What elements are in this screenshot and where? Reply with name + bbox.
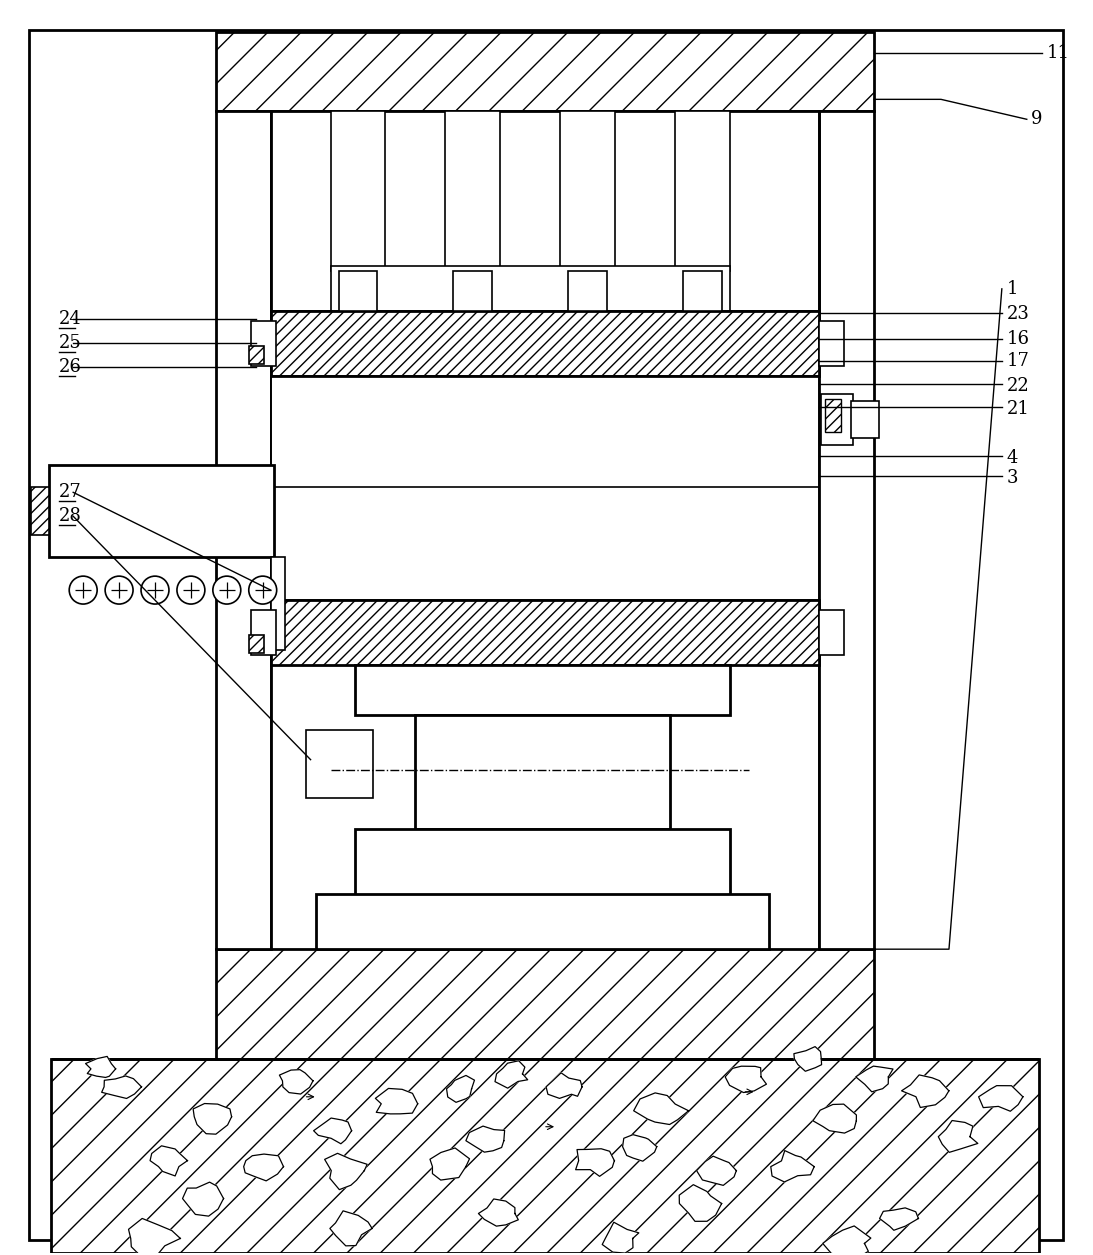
Bar xyxy=(415,715,670,830)
Bar xyxy=(820,112,874,949)
Polygon shape xyxy=(466,1126,505,1152)
Bar xyxy=(215,949,874,1059)
Bar xyxy=(271,600,820,665)
Bar xyxy=(49,466,273,557)
Polygon shape xyxy=(129,1219,180,1255)
Text: 17: 17 xyxy=(1007,351,1030,370)
Bar xyxy=(306,729,374,798)
Text: 25: 25 xyxy=(59,334,82,351)
Text: 26: 26 xyxy=(59,358,82,375)
Text: 9: 9 xyxy=(1031,110,1043,128)
Polygon shape xyxy=(623,1135,657,1161)
Polygon shape xyxy=(794,1047,822,1072)
Bar xyxy=(820,321,844,365)
Polygon shape xyxy=(902,1076,949,1107)
Polygon shape xyxy=(193,1103,232,1135)
Bar xyxy=(250,610,275,655)
Bar xyxy=(330,266,729,311)
Text: 3: 3 xyxy=(1007,469,1019,487)
Bar xyxy=(445,112,501,271)
Polygon shape xyxy=(280,1069,313,1094)
Bar xyxy=(215,31,874,112)
Bar xyxy=(271,311,820,375)
Text: 21: 21 xyxy=(1007,399,1030,418)
Polygon shape xyxy=(430,1148,470,1180)
Bar xyxy=(330,112,386,271)
Bar xyxy=(355,665,729,715)
Bar xyxy=(271,375,820,600)
Polygon shape xyxy=(244,1155,283,1181)
Circle shape xyxy=(249,576,277,604)
Text: 16: 16 xyxy=(1007,330,1030,348)
Bar xyxy=(851,400,879,438)
Polygon shape xyxy=(880,1207,918,1230)
Bar xyxy=(674,112,729,271)
Circle shape xyxy=(177,576,204,604)
Bar xyxy=(249,635,263,653)
Text: 11: 11 xyxy=(1047,44,1070,63)
Text: 1: 1 xyxy=(1007,280,1019,297)
Bar xyxy=(51,1059,1038,1254)
Polygon shape xyxy=(325,1153,367,1190)
Polygon shape xyxy=(375,1088,418,1114)
Text: 4: 4 xyxy=(1007,449,1019,467)
Circle shape xyxy=(213,576,240,604)
Polygon shape xyxy=(314,1118,352,1143)
Polygon shape xyxy=(602,1222,638,1252)
Polygon shape xyxy=(938,1121,978,1152)
Polygon shape xyxy=(479,1199,518,1226)
Bar xyxy=(271,112,820,311)
Bar xyxy=(215,112,271,949)
Polygon shape xyxy=(576,1148,614,1176)
Bar xyxy=(316,895,769,949)
Circle shape xyxy=(105,576,133,604)
Bar xyxy=(339,271,377,311)
Polygon shape xyxy=(813,1104,857,1133)
Bar xyxy=(825,399,842,433)
Polygon shape xyxy=(725,1067,766,1093)
Circle shape xyxy=(69,576,97,604)
Bar xyxy=(250,321,275,365)
Polygon shape xyxy=(150,1146,188,1176)
Polygon shape xyxy=(183,1182,224,1216)
Text: 27: 27 xyxy=(59,483,82,501)
Text: 24: 24 xyxy=(59,310,82,328)
Text: 23: 23 xyxy=(1007,305,1030,323)
Bar xyxy=(683,271,721,311)
Text: 22: 22 xyxy=(1007,376,1030,394)
Polygon shape xyxy=(679,1185,721,1221)
Polygon shape xyxy=(495,1060,528,1088)
Polygon shape xyxy=(696,1156,737,1186)
Bar xyxy=(454,271,492,311)
Polygon shape xyxy=(856,1065,893,1092)
Polygon shape xyxy=(447,1076,474,1102)
Bar xyxy=(821,394,854,446)
Bar xyxy=(560,112,615,271)
Circle shape xyxy=(141,576,169,604)
Text: 28: 28 xyxy=(59,507,82,526)
Bar xyxy=(271,557,284,650)
Bar xyxy=(249,345,263,364)
Polygon shape xyxy=(823,1226,871,1255)
Polygon shape xyxy=(102,1076,141,1098)
Bar xyxy=(32,487,49,535)
Bar xyxy=(820,610,844,655)
Bar xyxy=(355,830,729,900)
Polygon shape xyxy=(85,1057,116,1078)
Polygon shape xyxy=(978,1086,1023,1111)
Polygon shape xyxy=(546,1073,583,1098)
Bar xyxy=(568,271,607,311)
Polygon shape xyxy=(771,1151,814,1182)
Polygon shape xyxy=(634,1093,689,1124)
Polygon shape xyxy=(330,1211,372,1246)
